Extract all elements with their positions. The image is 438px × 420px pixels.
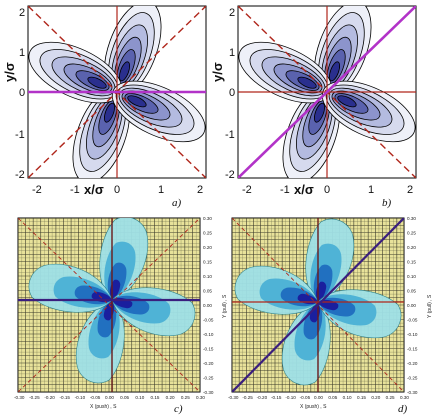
xtick-d: 0.30 xyxy=(400,395,409,400)
ytick-d: -0.20 xyxy=(407,361,418,366)
ytick-c: -0.15 xyxy=(203,347,214,352)
ylabel-c: Y (pull) , S xyxy=(222,294,228,318)
xtick-d: 0.00 xyxy=(314,395,323,400)
ytick-d: 0.05 xyxy=(407,289,416,294)
ytick-c: 0.05 xyxy=(203,289,212,294)
xtick-c: -0.10 xyxy=(75,395,86,400)
ytick-a-3: -1 xyxy=(15,129,25,141)
xtick-c: -0.15 xyxy=(60,395,71,400)
xtick-b-1: -1 xyxy=(280,184,290,196)
xtick-d: 0.15 xyxy=(357,395,366,400)
xlabel-d: X (push) , S xyxy=(300,404,327,410)
ytick-b-3: -1 xyxy=(225,129,235,141)
xtick-d: -0.10 xyxy=(285,395,296,400)
ytick-c: 0.15 xyxy=(203,260,212,265)
xtick-b-0: -2 xyxy=(242,184,252,196)
xtick-b-4: 2 xyxy=(407,184,413,196)
ytick-c: 0.10 xyxy=(203,274,212,279)
ylabel-b: y/σ xyxy=(210,62,225,82)
ylabel-a: y/σ xyxy=(2,62,17,82)
xlabel-b: x/σ xyxy=(294,182,314,197)
ytick-d: 0.00 xyxy=(407,303,416,308)
ytick-a-0: 2 xyxy=(19,7,25,19)
ytick-c: 0.00 xyxy=(203,303,212,308)
xtick-c: -0.30 xyxy=(14,395,25,400)
panel-a: 2 1 0 -1 -2 y/σ -2 -1 0 1 2 x/σ a) xyxy=(2,5,207,209)
panel-d: 0.300.250.200.150.100.050.00-0.05-0.10-0… xyxy=(228,216,433,415)
ytick-d: -0.25 xyxy=(407,376,418,381)
ytick-c: 0.20 xyxy=(203,245,212,250)
ytick-d: 0.30 xyxy=(407,216,416,221)
xtick-d: -0.20 xyxy=(257,395,268,400)
xtick-b-3: 1 xyxy=(368,184,374,196)
xtick-c: -0.20 xyxy=(44,395,55,400)
ytick-d: -0.30 xyxy=(407,390,418,395)
ytick-a-1: 1 xyxy=(19,47,25,59)
xtick-d: -0.15 xyxy=(271,395,282,400)
ytick-b-1: 1 xyxy=(229,47,235,59)
xtick-d: -0.05 xyxy=(300,395,311,400)
xtick-c: 0.05 xyxy=(120,395,129,400)
ylabel-d: Y (pull) , S xyxy=(427,294,433,318)
ytick-b-0: 2 xyxy=(229,7,235,19)
ytick-d: -0.15 xyxy=(407,347,418,352)
xtick-c: 0.00 xyxy=(105,395,114,400)
ytick-c: -0.10 xyxy=(203,332,214,337)
xtick-a-1: -1 xyxy=(70,184,80,196)
xtick-a-3: 1 xyxy=(158,184,164,196)
xtick-c: 0.15 xyxy=(151,395,160,400)
xtick-c: -0.05 xyxy=(90,395,101,400)
xtick-c: 0.20 xyxy=(166,395,175,400)
ytick-c: 0.30 xyxy=(203,216,212,221)
ytick-d: 0.25 xyxy=(407,231,416,236)
xtick-c: 0.30 xyxy=(196,395,205,400)
xtick-c: -0.25 xyxy=(29,395,40,400)
xtick-a-2: 0 xyxy=(114,184,120,196)
ytick-b-2: 0 xyxy=(229,87,235,99)
xtick-d: -0.25 xyxy=(242,395,253,400)
ytick-d: 0.10 xyxy=(407,274,416,279)
panel-label-b: b) xyxy=(382,197,392,209)
xtick-d: 0.05 xyxy=(328,395,337,400)
xtick-c: 0.10 xyxy=(135,395,144,400)
panel-label-a: a) xyxy=(172,197,182,209)
panel-label-d: d) xyxy=(398,403,408,415)
panel-c: 0.30 0.25 0.20 0.15 0.10 0.05 0.00 -0.05 -0.10 -0… xyxy=(14,216,228,415)
ytick-c: 0.25 xyxy=(203,231,212,236)
xlabel-c: X (push) , S xyxy=(90,404,117,410)
ytick-c: -0.05 xyxy=(203,318,214,323)
panel-label-c: c) xyxy=(174,403,183,415)
ytick-d: -0.10 xyxy=(407,332,418,337)
xtick-d: -0.30 xyxy=(228,395,239,400)
ytick-c: -0.25 xyxy=(203,376,214,381)
ytick-a-2: 0 xyxy=(19,87,25,99)
ytick-c: -0.20 xyxy=(203,361,214,366)
xtick-c: 0.25 xyxy=(181,395,190,400)
xtick-d: 0.10 xyxy=(343,395,352,400)
ytick-b-4: -2 xyxy=(225,169,235,181)
xtick-d: 0.20 xyxy=(371,395,380,400)
xtick-a-0: -2 xyxy=(32,184,42,196)
ytick-c: -0.30 xyxy=(203,390,214,395)
xtick-d: 0.25 xyxy=(386,395,395,400)
ytick-a-4: -2 xyxy=(15,169,25,181)
ytick-d: -0.05 xyxy=(407,318,418,323)
ytick-d: 0.20 xyxy=(407,245,416,250)
xlabel-a: x/σ xyxy=(84,182,104,197)
ytick-d: 0.15 xyxy=(407,260,416,265)
xtick-b-2: 0 xyxy=(324,184,330,196)
panel-b: 2 1 0 -1 -2 y/σ -2 -1 0 1 2 x/σ b) xyxy=(210,5,417,209)
xtick-a-4: 2 xyxy=(197,184,203,196)
